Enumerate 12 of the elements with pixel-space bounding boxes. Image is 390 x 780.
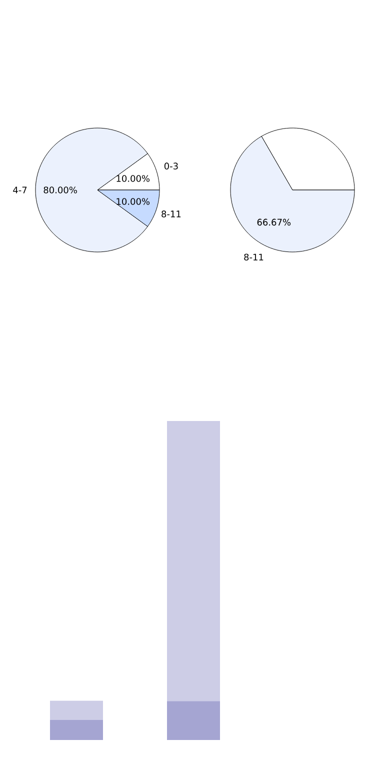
data-label: 10.00% — [116, 175, 150, 182]
data-label: 10.00% — [116, 198, 150, 205]
slice-label: 8-11 — [244, 254, 264, 261]
bar — [166, 421, 220, 702]
data-label: 80.00% — [44, 186, 77, 194]
data-label: 66.67% — [257, 218, 291, 226]
slice-label: 4-7 — [13, 186, 27, 194]
bar — [50, 700, 103, 720]
bar — [166, 701, 220, 740]
slice-label: 0-3 — [164, 162, 178, 170]
slice-label: 8-11 — [162, 210, 181, 218]
bar — [50, 720, 103, 740]
